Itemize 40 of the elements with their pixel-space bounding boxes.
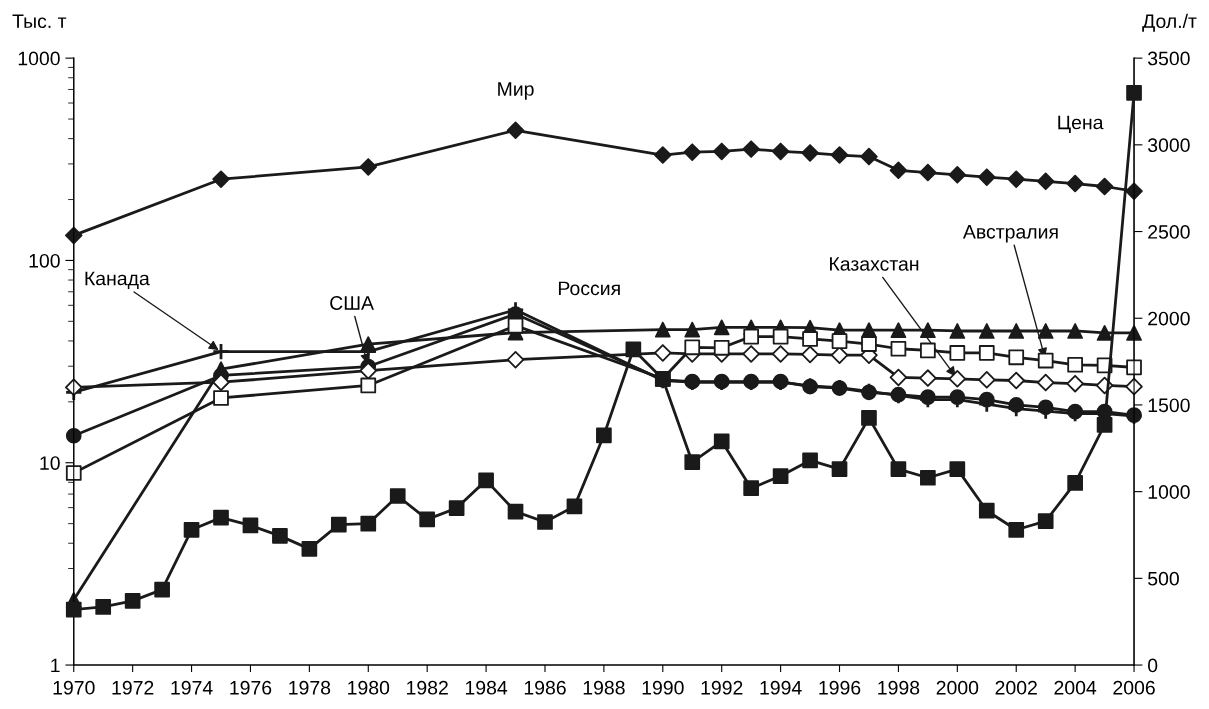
series-label: Цена (1058, 115, 1104, 134)
y-axis-title: Тыс. т (12, 14, 67, 29)
x-tick-label: 1992 (701, 680, 743, 695)
x-tick-label: 1970 (53, 680, 95, 695)
y2-tick-label: 1000 (1148, 485, 1190, 499)
y2-tick-label: 500 (1148, 571, 1179, 586)
x-tick-label: 1998 (878, 680, 920, 695)
x-tick-label: 2004 (1054, 680, 1097, 695)
x-tick-label: 1972 (112, 680, 154, 695)
y2-tick-label: 1500 (1148, 398, 1190, 413)
x-tick-label: 1986 (524, 680, 566, 695)
y2-tick-label: 0 (1148, 658, 1158, 673)
x-tick-label: 2002 (995, 680, 1037, 695)
x-tick-label: 2000 (936, 680, 979, 695)
x-tick-label: 1978 (289, 680, 331, 695)
x-tick-label: 1980 (348, 680, 390, 695)
x-tick-label: 1982 (407, 680, 448, 695)
y-tick-label: 1 (51, 658, 60, 673)
x-tick-label: 1988 (583, 680, 625, 695)
y-tick-label: 10 (40, 456, 60, 470)
series-label: Россия (558, 281, 620, 296)
text: Канада (85, 271, 150, 290)
y2-axis-title: Дол./т (1142, 13, 1197, 32)
x-tick-label: 1984 (465, 680, 508, 695)
y2-tick-label: 2500 (1148, 225, 1190, 239)
y2-tick-label: 3000 (1147, 138, 1190, 153)
y2-tick-label: 3500 (1147, 51, 1190, 66)
y-tick-label: 100 (29, 253, 60, 268)
y2-tick-label: 2000 (1148, 311, 1190, 326)
x-tick-label: 1990 (642, 680, 684, 695)
x-tick-label: 2006 (1113, 680, 1155, 695)
text: Австралия (962, 225, 1058, 243)
series-label: Мир (498, 82, 534, 100)
y-tick-label: 1000 (18, 51, 60, 66)
x-tick-label: 1976 (230, 680, 272, 695)
text: США (330, 296, 374, 310)
x-tick-label: 1974 (171, 680, 213, 695)
x-tick-label: 1996 (819, 680, 861, 695)
x-tick-label: 1994 (760, 680, 802, 695)
text: Казахстан (830, 257, 919, 271)
